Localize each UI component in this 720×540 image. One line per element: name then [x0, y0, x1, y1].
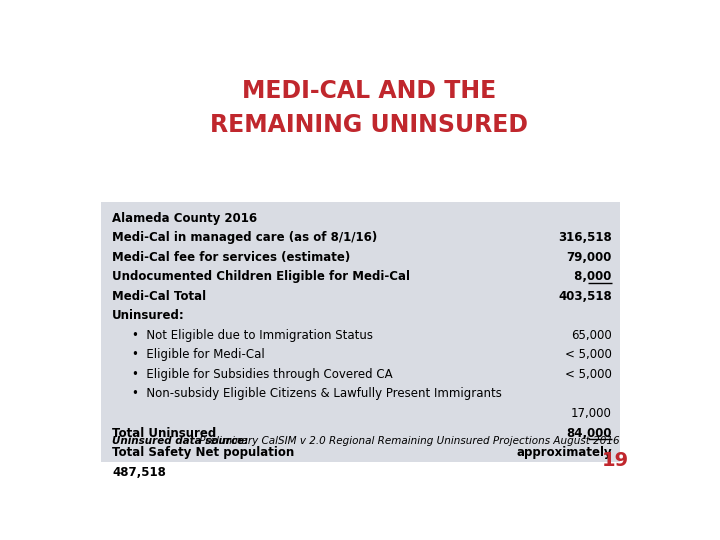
Text: Total Safety Net population: Total Safety Net population [112, 446, 294, 459]
Text: MEDI-CAL AND THE: MEDI-CAL AND THE [242, 79, 496, 103]
Text: approximately: approximately [516, 446, 612, 459]
Text: Medi-Cal Total: Medi-Cal Total [112, 290, 207, 303]
Text: REMAINING UNINSURED: REMAINING UNINSURED [210, 113, 528, 137]
Text: Uninsured:: Uninsured: [112, 309, 185, 322]
Text: Uninsured data source:: Uninsured data source: [112, 436, 248, 446]
Text: •  Eligible for Subsidies through Covered CA: • Eligible for Subsidies through Covered… [132, 368, 392, 381]
Text: Preliminary CalSIM v 2.0 Regional Remaining Uninsured Projections August 2016: Preliminary CalSIM v 2.0 Regional Remain… [196, 436, 619, 446]
Text: 84,000: 84,000 [566, 427, 612, 440]
Text: Alameda County 2016: Alameda County 2016 [112, 212, 258, 225]
Text: 487,518: 487,518 [112, 465, 166, 478]
Text: Undocumented Children Eligible for Medi-Cal: Undocumented Children Eligible for Medi-… [112, 270, 410, 283]
Text: •  Eligible for Medi-Cal: • Eligible for Medi-Cal [132, 348, 265, 361]
Text: 79,000: 79,000 [567, 251, 612, 264]
Text: 17,000: 17,000 [571, 407, 612, 420]
Text: < 5,000: < 5,000 [565, 348, 612, 361]
Text: Medi-Cal in managed care (as of 8/1/16): Medi-Cal in managed care (as of 8/1/16) [112, 231, 377, 244]
Text: Medi-Cal fee for services (estimate): Medi-Cal fee for services (estimate) [112, 251, 351, 264]
Text: 8,000: 8,000 [570, 270, 612, 283]
Text: 65,000: 65,000 [571, 329, 612, 342]
Text: 19: 19 [601, 451, 629, 470]
Text: •  Non-subsidy Eligible Citizens & Lawfully Present Immigrants: • Non-subsidy Eligible Citizens & Lawful… [132, 388, 502, 401]
Text: 403,518: 403,518 [558, 290, 612, 303]
Text: 316,518: 316,518 [558, 231, 612, 244]
Text: Total Uninsured: Total Uninsured [112, 427, 217, 440]
Text: < 5,000: < 5,000 [565, 368, 612, 381]
Text: •  Not Eligible due to Immigration Status: • Not Eligible due to Immigration Status [132, 329, 373, 342]
FancyBboxPatch shape [101, 202, 620, 462]
